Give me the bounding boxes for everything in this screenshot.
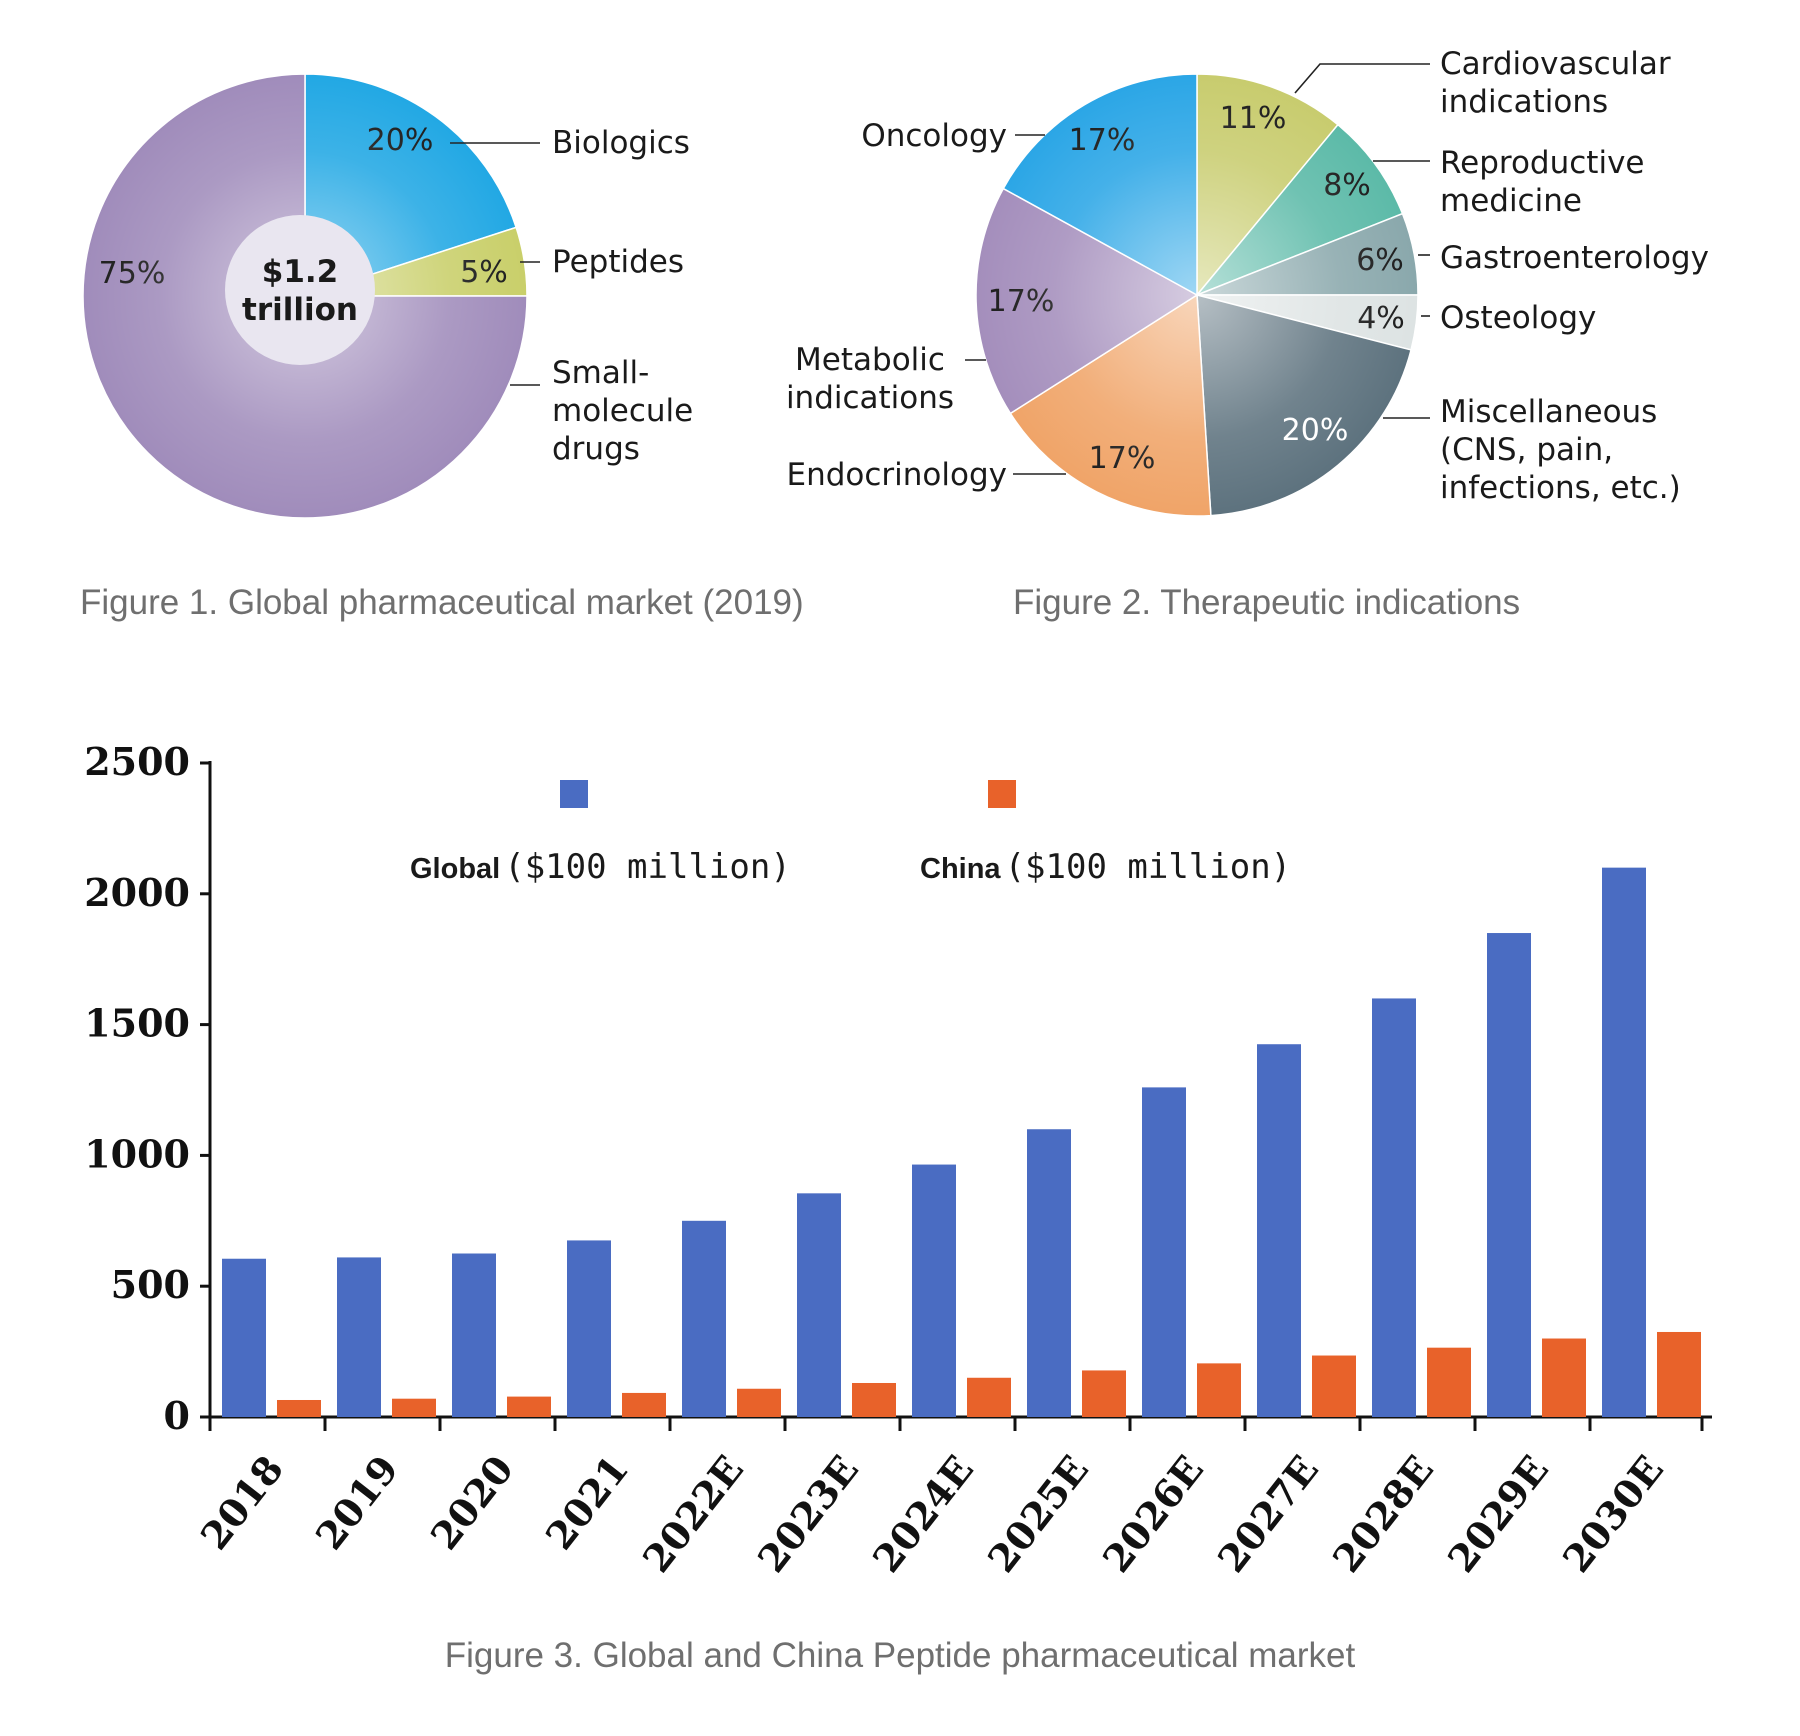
pie-chart-global-market: 20%Biologics5%Peptides75%Small-moleculed… [82,73,693,519]
bar-global-2022e [682,1220,726,1417]
slice-metabolic-indications-label: Metabolic indications [786,342,954,416]
figure-3-caption: Figure 3. Global and China Peptide pharm… [444,1636,1356,1675]
bar-global-2026e [1142,1087,1186,1417]
slice-osteology-label: Osteology [1440,300,1596,336]
bar-china-2023e [852,1382,896,1417]
bar-global-2029e [1487,933,1531,1417]
x-tick-label-2026e: 2026E [1094,1447,1212,1581]
bar-china-2026e [1197,1363,1241,1417]
center-hole [225,215,375,365]
figure-1-caption: Figure 1. Global pharmaceutical market (… [80,583,804,622]
slice-biologics-label: Biologics [552,125,690,161]
y-tick-label-2000: 2000 [84,870,190,915]
slice-endocrinology-label: Endocrinology [787,457,1008,493]
x-tick-label-2028e: 2028E [1324,1447,1442,1581]
x-tick-label-2023e: 2023E [749,1447,867,1581]
x-tick-label-2025e: 2025E [979,1447,1097,1581]
legend: Global ($100 million) China ($100 million) [410,780,1291,887]
slice-cardiovascular-indications-label: Cardiovascular indications [1440,46,1671,120]
slice-peptides-label: Peptides [552,244,684,280]
bar-china-2020 [507,1396,551,1417]
bar-china-2028e [1427,1347,1471,1417]
bar-china-2030e [1657,1331,1701,1417]
bar-china-2019 [392,1398,436,1417]
bar-global-2020 [452,1253,496,1417]
y-tick-label-1500: 1500 [84,1001,190,1046]
bar-china-2024e [967,1377,1011,1417]
figure-2-caption: Figure 2. Therapeutic indications [1013,583,1521,622]
y-tick-label-2500: 2500 [84,739,190,784]
bar-china-2022e [737,1388,781,1417]
slice-reproductive-medicine-label: Reproductive medicine [1440,145,1644,219]
center-total-label: $1.2 trillion [242,254,358,328]
slice-gastroenterology-label: Gastroenterology [1440,240,1709,276]
bar-global-2025e [1027,1129,1071,1417]
bar-global-2028e [1372,998,1416,1417]
x-tick-label-2020: 2020 [422,1447,523,1558]
y-tick-label-0: 0 [164,1393,190,1438]
bar-global-2023e [797,1193,841,1417]
bar-china-2018 [277,1399,321,1417]
bar-global-2027e [1257,1044,1301,1417]
bar-china-2027e [1312,1355,1356,1417]
pie-chart-therapeutic-indications: 11%Cardiovascularindications8%Reproducti… [786,46,1709,517]
x-tick-label-2018: 2018 [192,1447,293,1558]
bar-china-2021 [622,1392,666,1417]
y-tick-label-500: 500 [111,1262,190,1307]
bar-global-2021 [567,1240,611,1417]
legend-label-global: Global ($100 million) [410,847,791,887]
legend-swatch-china [988,780,1016,808]
x-tick-label-2021: 2021 [537,1447,638,1558]
pie-2-shading [976,74,1418,516]
x-tick-label-2029e: 2029E [1439,1447,1557,1581]
bar-china-2029e [1542,1338,1586,1417]
bar-global-2018 [222,1258,266,1417]
x-tick-label-2022e: 2022E [634,1447,752,1581]
x-tick-label-2030e: 2030E [1554,1447,1672,1581]
bar-china-2025e [1082,1370,1126,1417]
slice-oncology-label: Oncology [861,118,1007,154]
slice-small-molecule-drugs-label: Small-molecule drugs [552,355,693,467]
slice-cardiovascular-indications-leader-line [1294,63,1430,94]
bar-global-2030e [1602,867,1646,1417]
bar-global-2019 [337,1257,381,1417]
x-tick-label-2027e: 2027E [1209,1447,1327,1581]
bar-chart-peptide-market: 0 500 1000 1500 2000 2500 2018 2019 2020 20212022… [84,739,1712,1581]
y-tick-label-1000: 1000 [84,1131,190,1176]
slice-miscellaneous-cns-pain-infections-etc-label: Miscellaneous (CNS, pain, infections, etc.… [1440,394,1681,506]
x-tick-label-2019: 2019 [307,1447,408,1558]
bar-global-2024e [912,1164,956,1417]
x-tick-label-2024e: 2024E [864,1447,982,1581]
legend-swatch-global [560,780,588,808]
legend-label-china: China ($100 million) [920,847,1291,887]
